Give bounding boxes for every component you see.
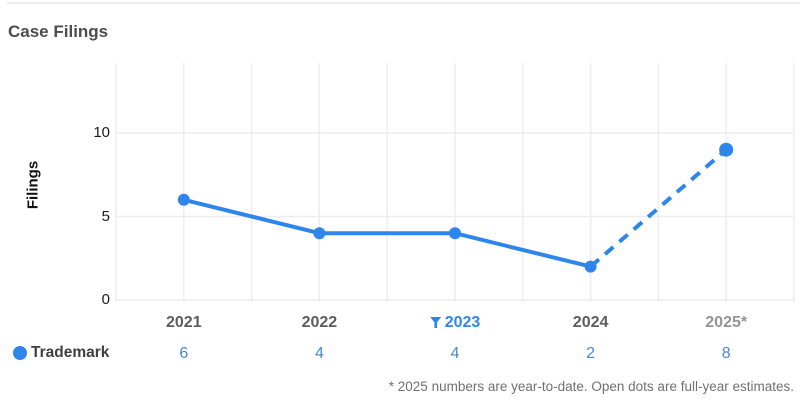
y-tick-0: 0 (101, 291, 110, 308)
legend-label: Trademark (31, 344, 110, 361)
legend-item-trademark[interactable]: Trademark (13, 344, 109, 362)
filings-line-chart (115, 63, 795, 302)
data-point-2025*[interactable] (719, 142, 734, 157)
data-point-2024[interactable] (584, 260, 597, 273)
filings-value-2025: 8 (721, 345, 731, 362)
trademark-line-solid (181, 197, 593, 269)
x-label-2022-text: 2022 (301, 314, 338, 331)
trademark-line-dashed-estimate (589, 148, 728, 269)
footnote: * 2025 numbers are year-to-date. Open do… (388, 379, 794, 394)
trademark-series-dot-icon (13, 346, 27, 360)
page-title: Case Filings (8, 22, 109, 41)
x-label-2021: 2021 (166, 313, 202, 332)
top-divider (7, 2, 800, 4)
x-label-2023-filter[interactable]: 2023 (430, 313, 481, 332)
data-point-2023[interactable] (449, 227, 461, 240)
data-point-2022[interactable] (313, 227, 326, 240)
x-label-2025-text: 2025* (705, 314, 748, 331)
filings-value-2024: 2 (586, 345, 596, 362)
filings-value-2021: 6 (179, 345, 189, 362)
y-tick-10: 10 (93, 124, 110, 141)
data-point-2021[interactable] (177, 193, 190, 206)
x-label-2021-text: 2021 (166, 314, 202, 331)
y-axis-label: Filings (24, 160, 42, 210)
x-label-2022: 2022 (302, 313, 338, 332)
x-label-2025: 2025* (705, 313, 747, 332)
filter-funnel-icon (430, 316, 442, 329)
y-tick-5: 5 (101, 207, 110, 225)
filings-value-2022: 4 (314, 345, 324, 362)
filings-value-2023: 4 (450, 345, 460, 362)
x-label-2024: 2024 (573, 313, 609, 332)
x-label-2024-text: 2024 (572, 314, 609, 331)
x-label-2023-text: 2023 (444, 314, 481, 331)
